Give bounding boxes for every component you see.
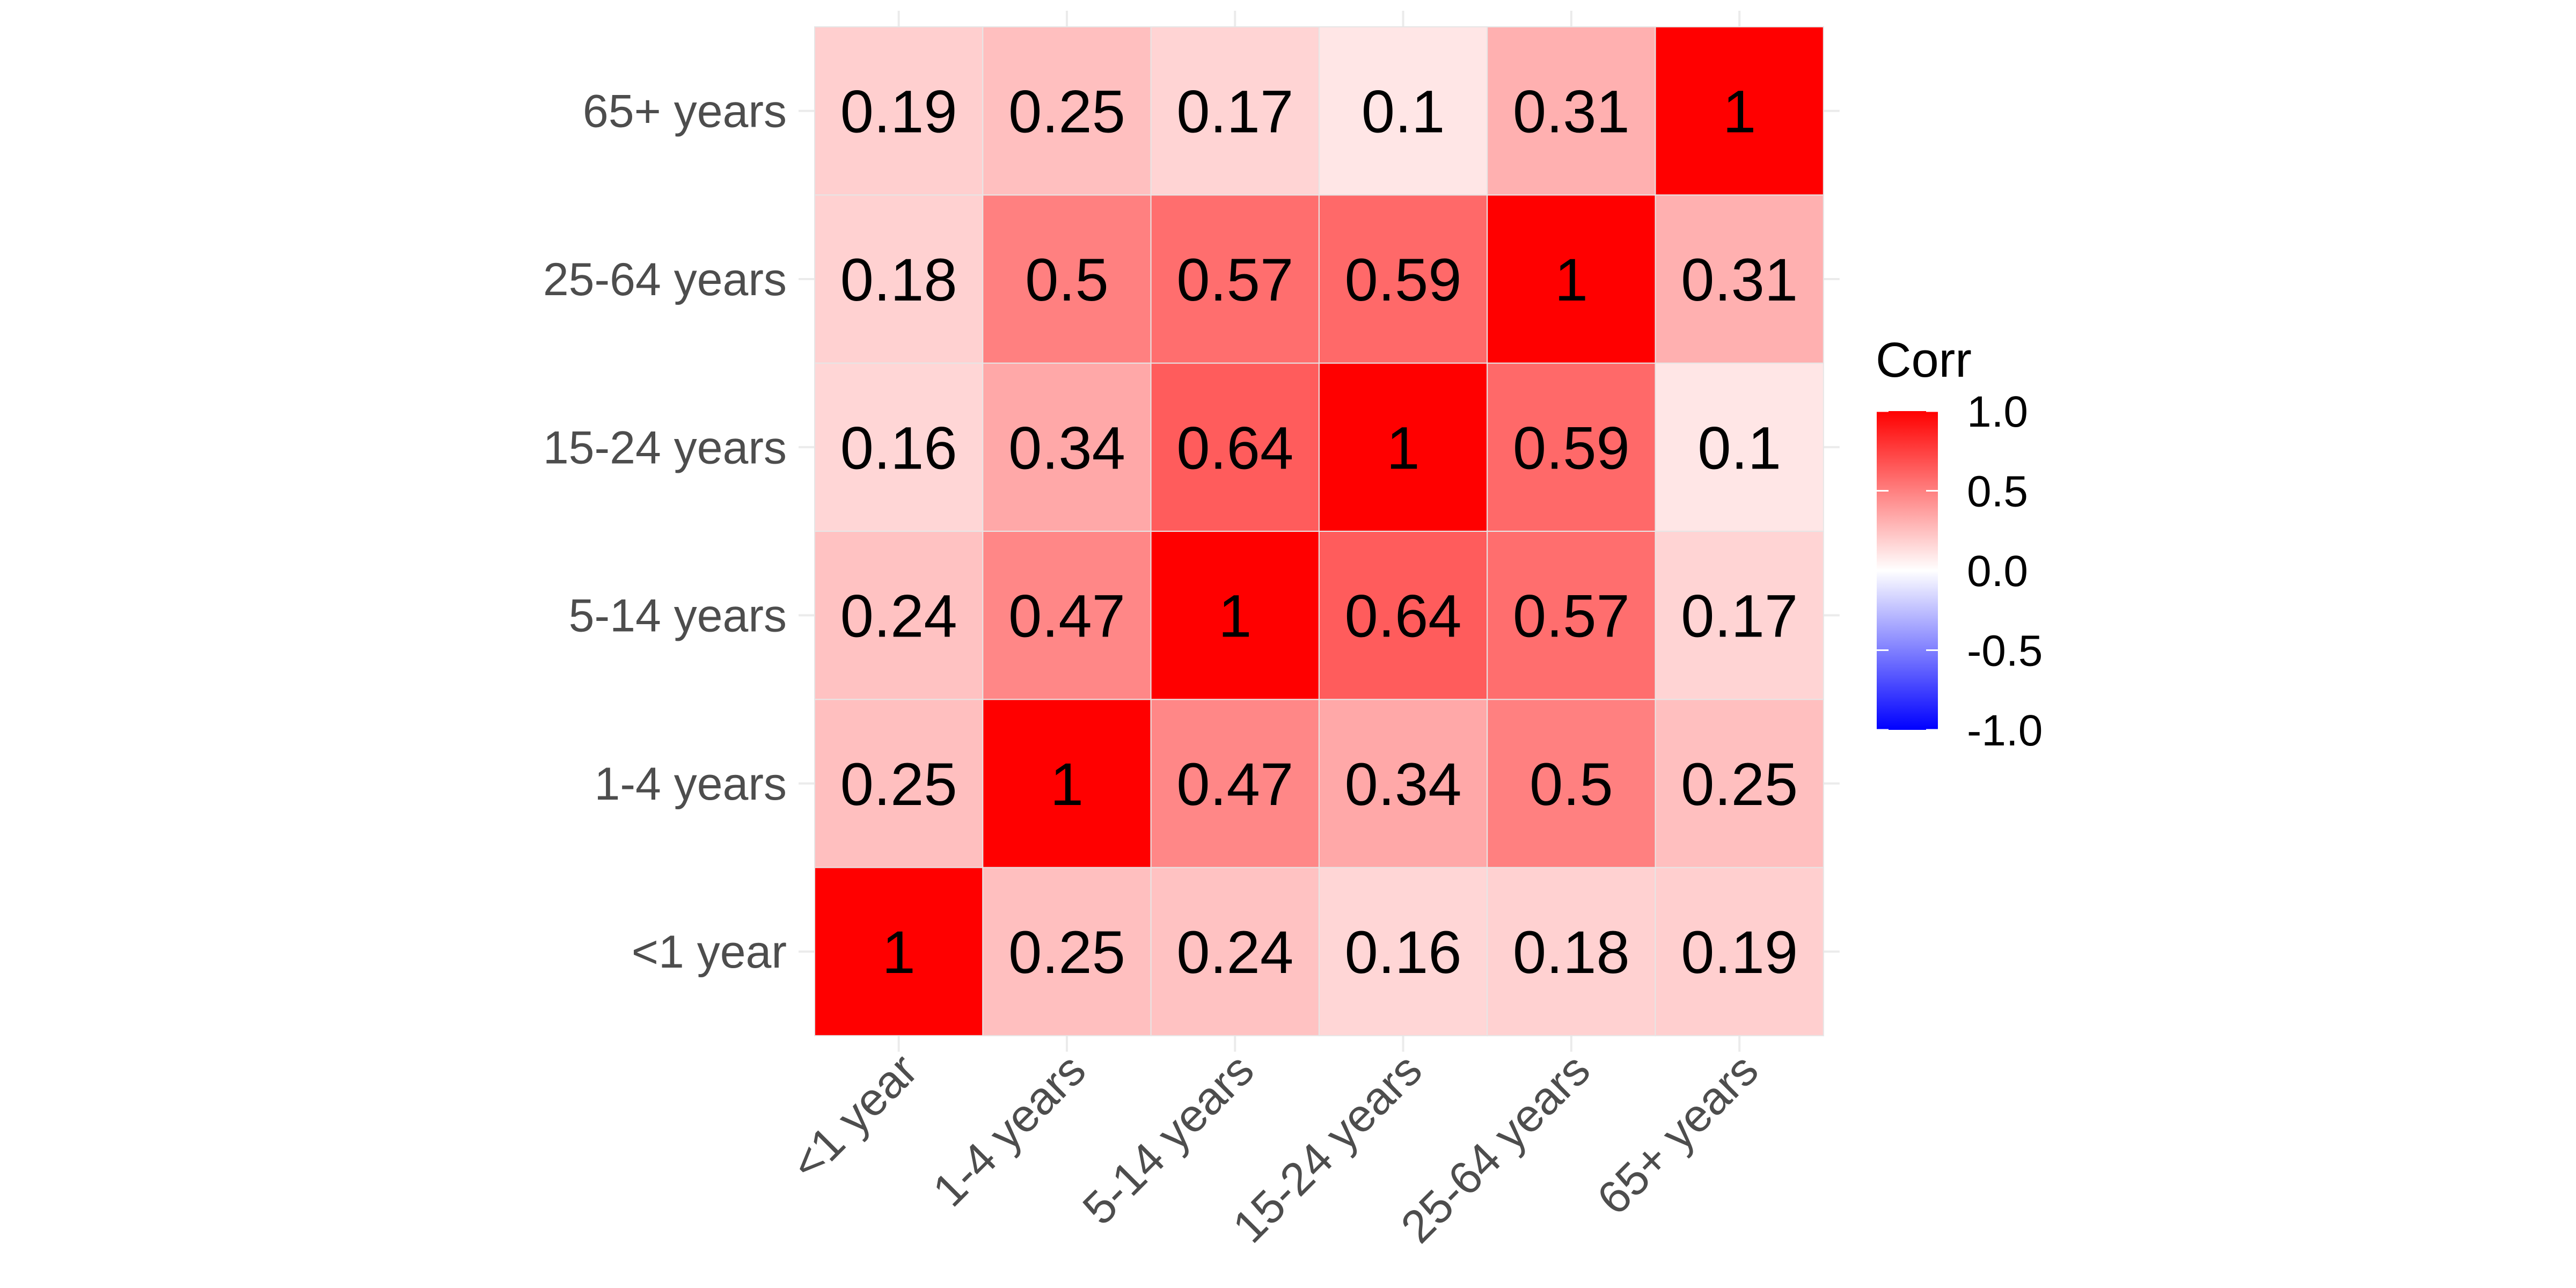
x-tick-label: 1-4 years	[923, 1044, 1095, 1216]
cell-value-label: 0.18	[840, 246, 957, 313]
legend-title: Corr	[1876, 333, 1972, 387]
cell-value-label: 0.34	[1008, 414, 1125, 481]
heatmap-cell	[1150, 26, 1320, 196]
cell-value-label: 0.1	[1362, 78, 1445, 145]
heatmap-cell	[1487, 867, 1656, 1036]
cell-value-label: 1	[1386, 414, 1419, 481]
heatmap-cell	[1150, 194, 1320, 364]
heatmap-cell	[1655, 867, 1824, 1036]
heatmap-cell	[1487, 699, 1656, 868]
cell-value-label: 0.24	[1176, 919, 1293, 986]
heatmap-cell	[814, 26, 984, 196]
y-tick-label: 5-14 years	[569, 590, 787, 642]
heatmap-cell	[1655, 530, 1824, 700]
color-legend: Corr 1.0 0.5 0.0 -0.5 -1.0	[1876, 333, 2043, 755]
heatmap-cell	[1318, 362, 1488, 532]
heatmap-cell	[1318, 530, 1488, 700]
cell-value-label: 0.1	[1697, 414, 1781, 481]
cell-value-label: 0.24	[840, 583, 957, 650]
y-tick-label: 65+ years	[583, 86, 787, 137]
legend-ticks: 1.0 0.5 0.0 -0.5 -1.0	[1877, 387, 2043, 755]
cell-value-label: 0.16	[840, 414, 957, 481]
y-tick-label: 25-64 years	[543, 254, 787, 305]
cell-value-label: 0.18	[1513, 919, 1630, 986]
heatmap-cell	[1487, 26, 1656, 196]
cell-value-label: 0.64	[1176, 414, 1293, 481]
cell-value-label: 0.25	[1008, 78, 1125, 145]
cell-value-label: 0.5	[1529, 751, 1613, 818]
cell-value-label: 0.57	[1176, 246, 1293, 313]
heatmap-cell	[1655, 699, 1824, 868]
y-tick-label: <1 year	[632, 926, 787, 978]
heatmap-cell	[982, 194, 1152, 364]
cell-value-label: 0.19	[1681, 919, 1798, 986]
cell-value-label: 0.34	[1345, 751, 1462, 818]
cell-value-labels: 1 0.25 0.24 0.16 0.18 0.19 0.25 1 0.47 0.34 0.5 0.2…	[840, 78, 1798, 986]
cell-value-label: 0.31	[1513, 78, 1630, 145]
cell-value-label: 0.59	[1345, 246, 1462, 313]
x-tick-label: <1 year	[781, 1044, 927, 1190]
heatmap-cell	[1487, 530, 1656, 700]
cell-value-label: 0.19	[840, 78, 957, 145]
heatmap-cell	[1487, 194, 1656, 364]
y-tick-label: 1-4 years	[595, 758, 787, 810]
legend-tick-label: 0.5	[1967, 467, 2028, 516]
heatmap-cell	[982, 867, 1152, 1036]
legend-tick-label: 1.0	[1967, 387, 2028, 436]
heatmap-cell	[1655, 362, 1824, 532]
heatmap-cell	[814, 867, 984, 1036]
cell-value-label: 0.25	[1008, 919, 1125, 986]
heatmap-cell	[1655, 26, 1824, 196]
heatmap-cell	[1655, 194, 1824, 364]
cell-value-label: 0.64	[1345, 583, 1462, 650]
cell-value-label: 0.59	[1513, 414, 1630, 481]
y-axis-tick-labels: <1 year 1-4 years 5-14 years 15-24 years 25-…	[543, 86, 787, 978]
heatmap-cell	[982, 530, 1152, 700]
cell-value-label: 0.5	[1025, 246, 1109, 313]
heatmap-cell	[982, 26, 1152, 196]
heatmap-cell	[1487, 362, 1656, 532]
heatmap-cell	[982, 699, 1152, 868]
x-tick-label: 65+ years	[1587, 1044, 1768, 1225]
cell-value-label: 0.57	[1513, 583, 1630, 650]
legend-tick-label: -1.0	[1967, 706, 2043, 755]
heatmap-cell	[814, 530, 984, 700]
cell-value-label: 0.47	[1008, 583, 1125, 650]
heatmap-cell	[1318, 699, 1488, 868]
cell-value-label: 1	[1555, 246, 1588, 313]
cell-value-label: 0.17	[1176, 78, 1293, 145]
heatmap-cell	[982, 362, 1152, 532]
cell-value-label: 1	[1218, 583, 1252, 650]
legend-tick-label: -0.5	[1967, 627, 2043, 676]
cell-value-label: 0.25	[840, 751, 957, 818]
cell-value-label: 1	[1050, 751, 1084, 818]
y-tick-label: 15-24 years	[543, 422, 787, 473]
cell-value-label: 1	[882, 919, 916, 986]
cell-value-label: 1	[1723, 78, 1756, 145]
heatmap-cell	[814, 362, 984, 532]
cell-value-label: 0.25	[1681, 751, 1798, 818]
legend-tick-label: 0.0	[1967, 547, 2028, 596]
cell-value-label: 0.17	[1681, 583, 1798, 650]
heatmap-cells	[814, 26, 1824, 1036]
cell-value-label: 0.16	[1345, 919, 1462, 986]
heatmap-cell	[1150, 362, 1320, 532]
heatmap-cell	[1150, 530, 1320, 700]
cell-value-label: 0.47	[1176, 751, 1293, 818]
cell-value-label: 0.31	[1681, 246, 1798, 313]
heatmap-cell	[814, 699, 984, 868]
